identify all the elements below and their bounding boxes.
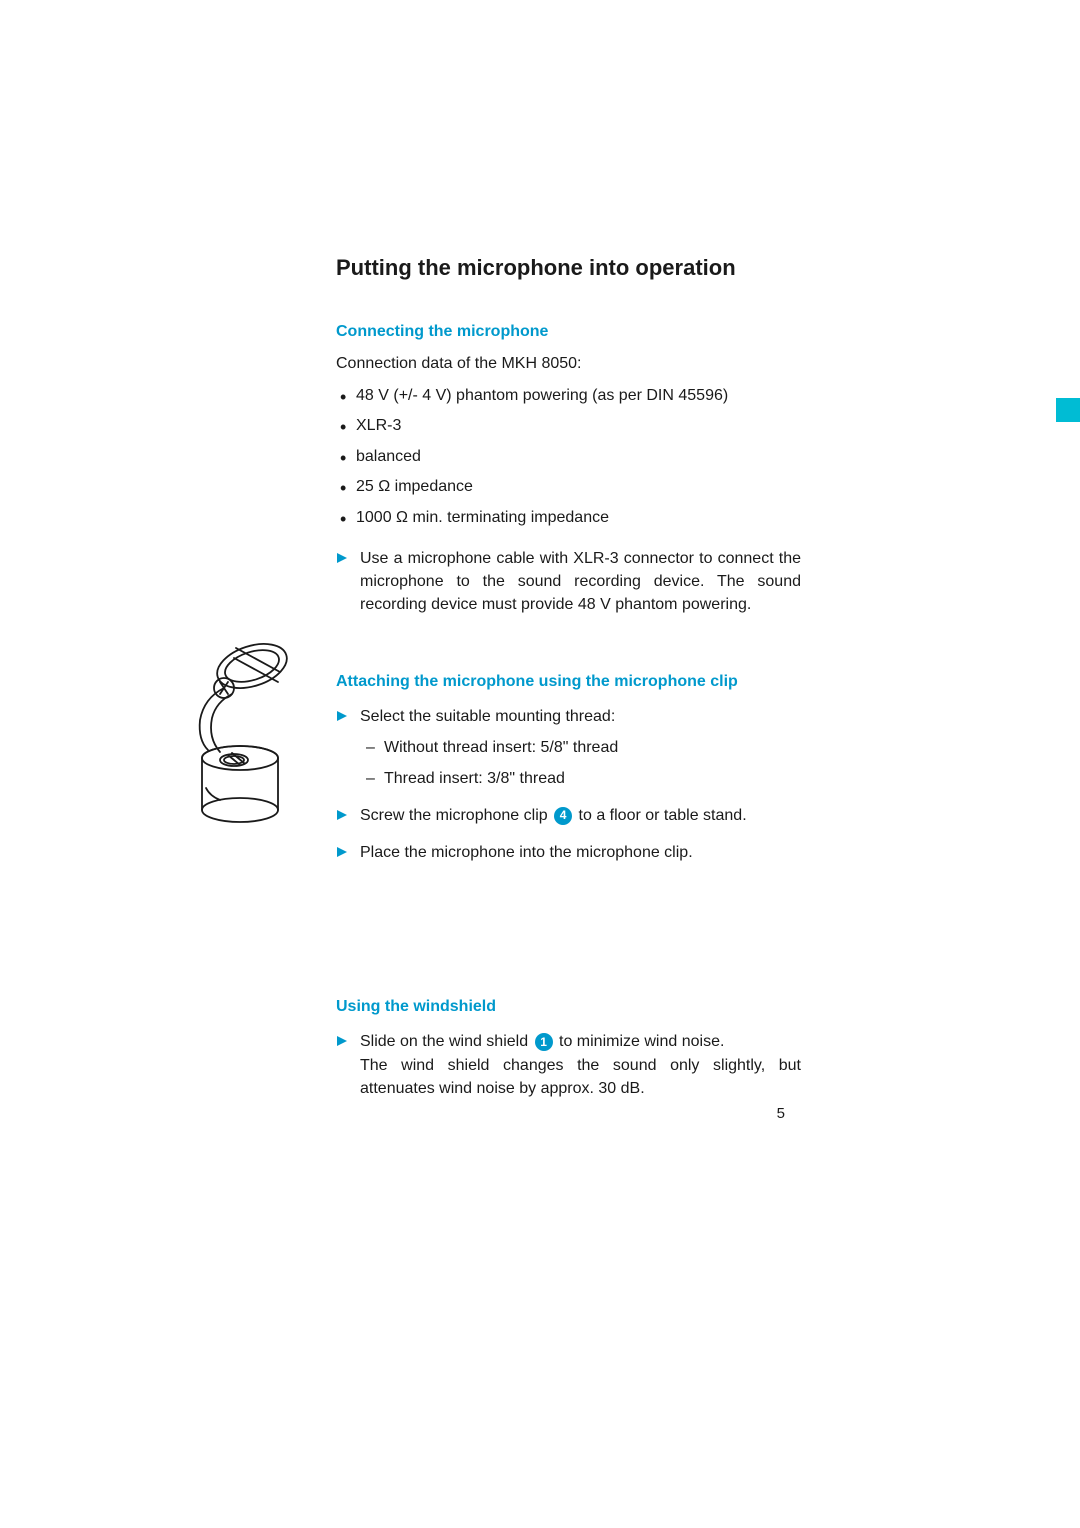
instruction-step: Slide on the wind shield 1 to minimize w… [336, 1030, 801, 1100]
step-text: Screw the microphone clip 4 to a floor o… [360, 804, 801, 827]
section-heading-attaching: Attaching the microphone using the micro… [336, 673, 801, 691]
arrow-icon [336, 551, 348, 569]
page-number: 5 [777, 1105, 785, 1122]
page-tab-marker [1056, 398, 1080, 422]
step-text: Select the suitable mounting thread: Wit… [360, 705, 801, 791]
step-text: Place the microphone into the microphone… [360, 841, 801, 864]
sub-item: Thread insert: 3/8" thread [360, 767, 801, 790]
page-title: Putting the microphone into operation [336, 255, 801, 281]
reference-number-icon: 1 [535, 1033, 553, 1051]
arrow-icon [336, 808, 348, 826]
instruction-step: Place the microphone into the microphone… [336, 841, 801, 864]
section-heading-windshield: Using the windshield [336, 998, 801, 1016]
connection-bullets: 48 V (+/- 4 V) phantom powering (as per … [336, 385, 801, 529]
bullet-item: balanced [336, 446, 801, 468]
section-heading-connecting: Connecting the microphone [336, 323, 801, 341]
sub-item: Without thread insert: 5/8" thread [360, 736, 801, 759]
arrow-icon [336, 709, 348, 727]
bullet-item: 48 V (+/- 4 V) phantom powering (as per … [336, 385, 801, 407]
bullet-item: 1000 Ω min. terminating impedance [336, 507, 801, 529]
instruction-step: Select the suitable mounting thread: Wit… [336, 705, 801, 791]
bullet-item: XLR-3 [336, 415, 801, 437]
instruction-step: Screw the microphone clip 4 to a floor o… [336, 804, 801, 827]
arrow-icon [336, 1034, 348, 1052]
step-text: Slide on the wind shield 1 to minimize w… [360, 1030, 801, 1100]
thread-options: Without thread insert: 5/8" thread Threa… [360, 736, 801, 790]
step-text: Use a microphone cable with XLR-3 connec… [360, 547, 801, 617]
reference-number-icon: 4 [554, 807, 572, 825]
arrow-icon [336, 845, 348, 863]
bullet-item: 25 Ω impedance [336, 476, 801, 498]
connection-intro: Connection data of the MKH 8050: [336, 355, 801, 373]
microphone-clip-illustration [180, 610, 320, 840]
instruction-step: Use a microphone cable with XLR-3 connec… [336, 547, 801, 617]
